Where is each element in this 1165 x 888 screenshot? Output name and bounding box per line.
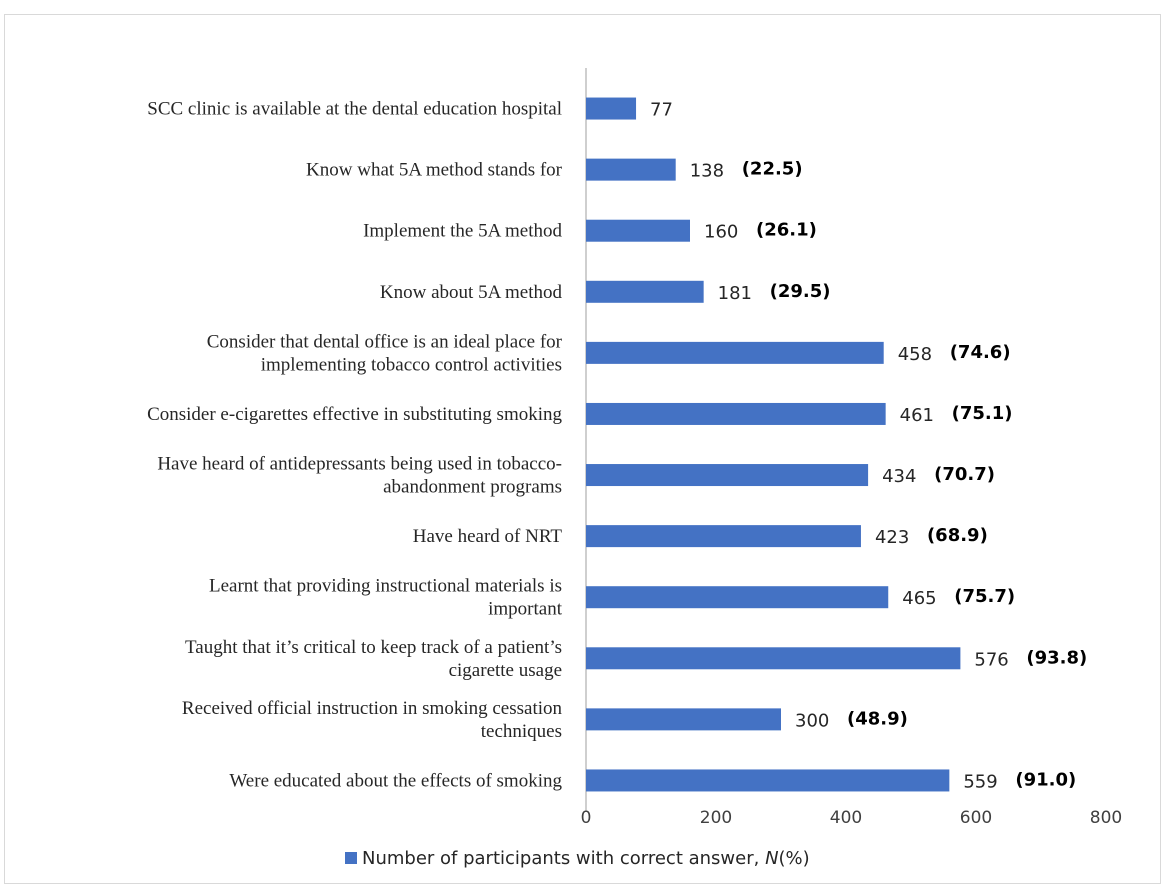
percent-label: (70.7) bbox=[934, 464, 995, 485]
value-label: 300 bbox=[795, 710, 829, 731]
value-label: 576 bbox=[974, 649, 1008, 670]
value-label: 461 bbox=[900, 405, 934, 426]
bar bbox=[586, 464, 869, 487]
percent-label: (26.1) bbox=[756, 220, 817, 241]
value-label: 181 bbox=[718, 283, 752, 304]
percent-label: (68.9) bbox=[927, 525, 988, 546]
value-label: 77 bbox=[650, 100, 673, 121]
value-labels: 77 138 (22.5) 160 (26.1) 181 (29.5) 458 (74.6) 46… bbox=[650, 100, 1087, 793]
category-label: Received official instruction in smoking… bbox=[182, 698, 563, 742]
x-tick-label: 400 bbox=[830, 808, 862, 828]
chart-frame: SCC clinic is available at the dental ed… bbox=[4, 14, 1161, 884]
category-label: Know about 5A method bbox=[380, 282, 563, 303]
bar bbox=[586, 525, 861, 548]
value-label: 423 bbox=[875, 527, 909, 548]
bar bbox=[586, 158, 676, 181]
x-tick-label: 200 bbox=[700, 808, 732, 828]
bar bbox=[586, 708, 781, 731]
percent-label: (75.1) bbox=[952, 403, 1013, 424]
category-label: SCC clinic is available at the dental ed… bbox=[147, 99, 562, 120]
percent-label: (48.9) bbox=[847, 708, 908, 729]
legend-swatch bbox=[345, 852, 357, 864]
x-tick-label: 600 bbox=[960, 808, 992, 828]
bar bbox=[586, 97, 637, 120]
category-labels: SCC clinic is available at the dental ed… bbox=[147, 99, 563, 792]
value-label: 465 bbox=[902, 588, 936, 609]
percent-label: (91.0) bbox=[1015, 769, 1076, 790]
category-label: Were educated about the effects of smoki… bbox=[229, 770, 562, 791]
bar bbox=[586, 341, 884, 364]
category-label: Know what 5A method stands for bbox=[306, 160, 563, 181]
x-tick-labels: 0 200 400 600 800 bbox=[581, 808, 1123, 828]
value-label: 138 bbox=[690, 161, 724, 182]
legend: Number of participants with correct answ… bbox=[345, 848, 810, 869]
category-label: Consider e-cigarettes effective in subst… bbox=[147, 404, 562, 425]
value-label: 559 bbox=[963, 771, 997, 792]
category-label: Have heard of NRT bbox=[413, 526, 563, 547]
value-label: 458 bbox=[898, 344, 932, 365]
percent-label: (29.5) bbox=[770, 281, 831, 302]
category-label: Have heard of antidepressants being used… bbox=[157, 454, 562, 498]
value-label: 434 bbox=[882, 466, 916, 487]
legend-label: Number of participants with correct answ… bbox=[362, 848, 810, 869]
bars bbox=[586, 97, 961, 792]
category-label: Consider that dental office is an ideal … bbox=[207, 331, 563, 375]
category-label: Taught that it’s critical to keep track … bbox=[185, 637, 562, 681]
bar-chart: SCC clinic is available at the dental ed… bbox=[147, 68, 1123, 869]
x-tick-label: 0 bbox=[581, 808, 592, 828]
bar bbox=[586, 586, 889, 609]
value-label: 160 bbox=[704, 222, 738, 243]
category-label: Learnt that providing instructional mate… bbox=[209, 576, 563, 620]
bar bbox=[586, 769, 950, 792]
category-label: Implement the 5A method bbox=[363, 221, 562, 242]
percent-label: (75.7) bbox=[954, 586, 1015, 607]
bar bbox=[586, 219, 690, 242]
percent-label: (93.8) bbox=[1026, 647, 1087, 668]
percent-label: (74.6) bbox=[950, 342, 1011, 363]
bar bbox=[586, 647, 961, 670]
bar bbox=[586, 280, 704, 303]
percent-label: (22.5) bbox=[742, 159, 803, 180]
bar bbox=[586, 402, 886, 425]
x-tick-label: 800 bbox=[1090, 808, 1122, 828]
